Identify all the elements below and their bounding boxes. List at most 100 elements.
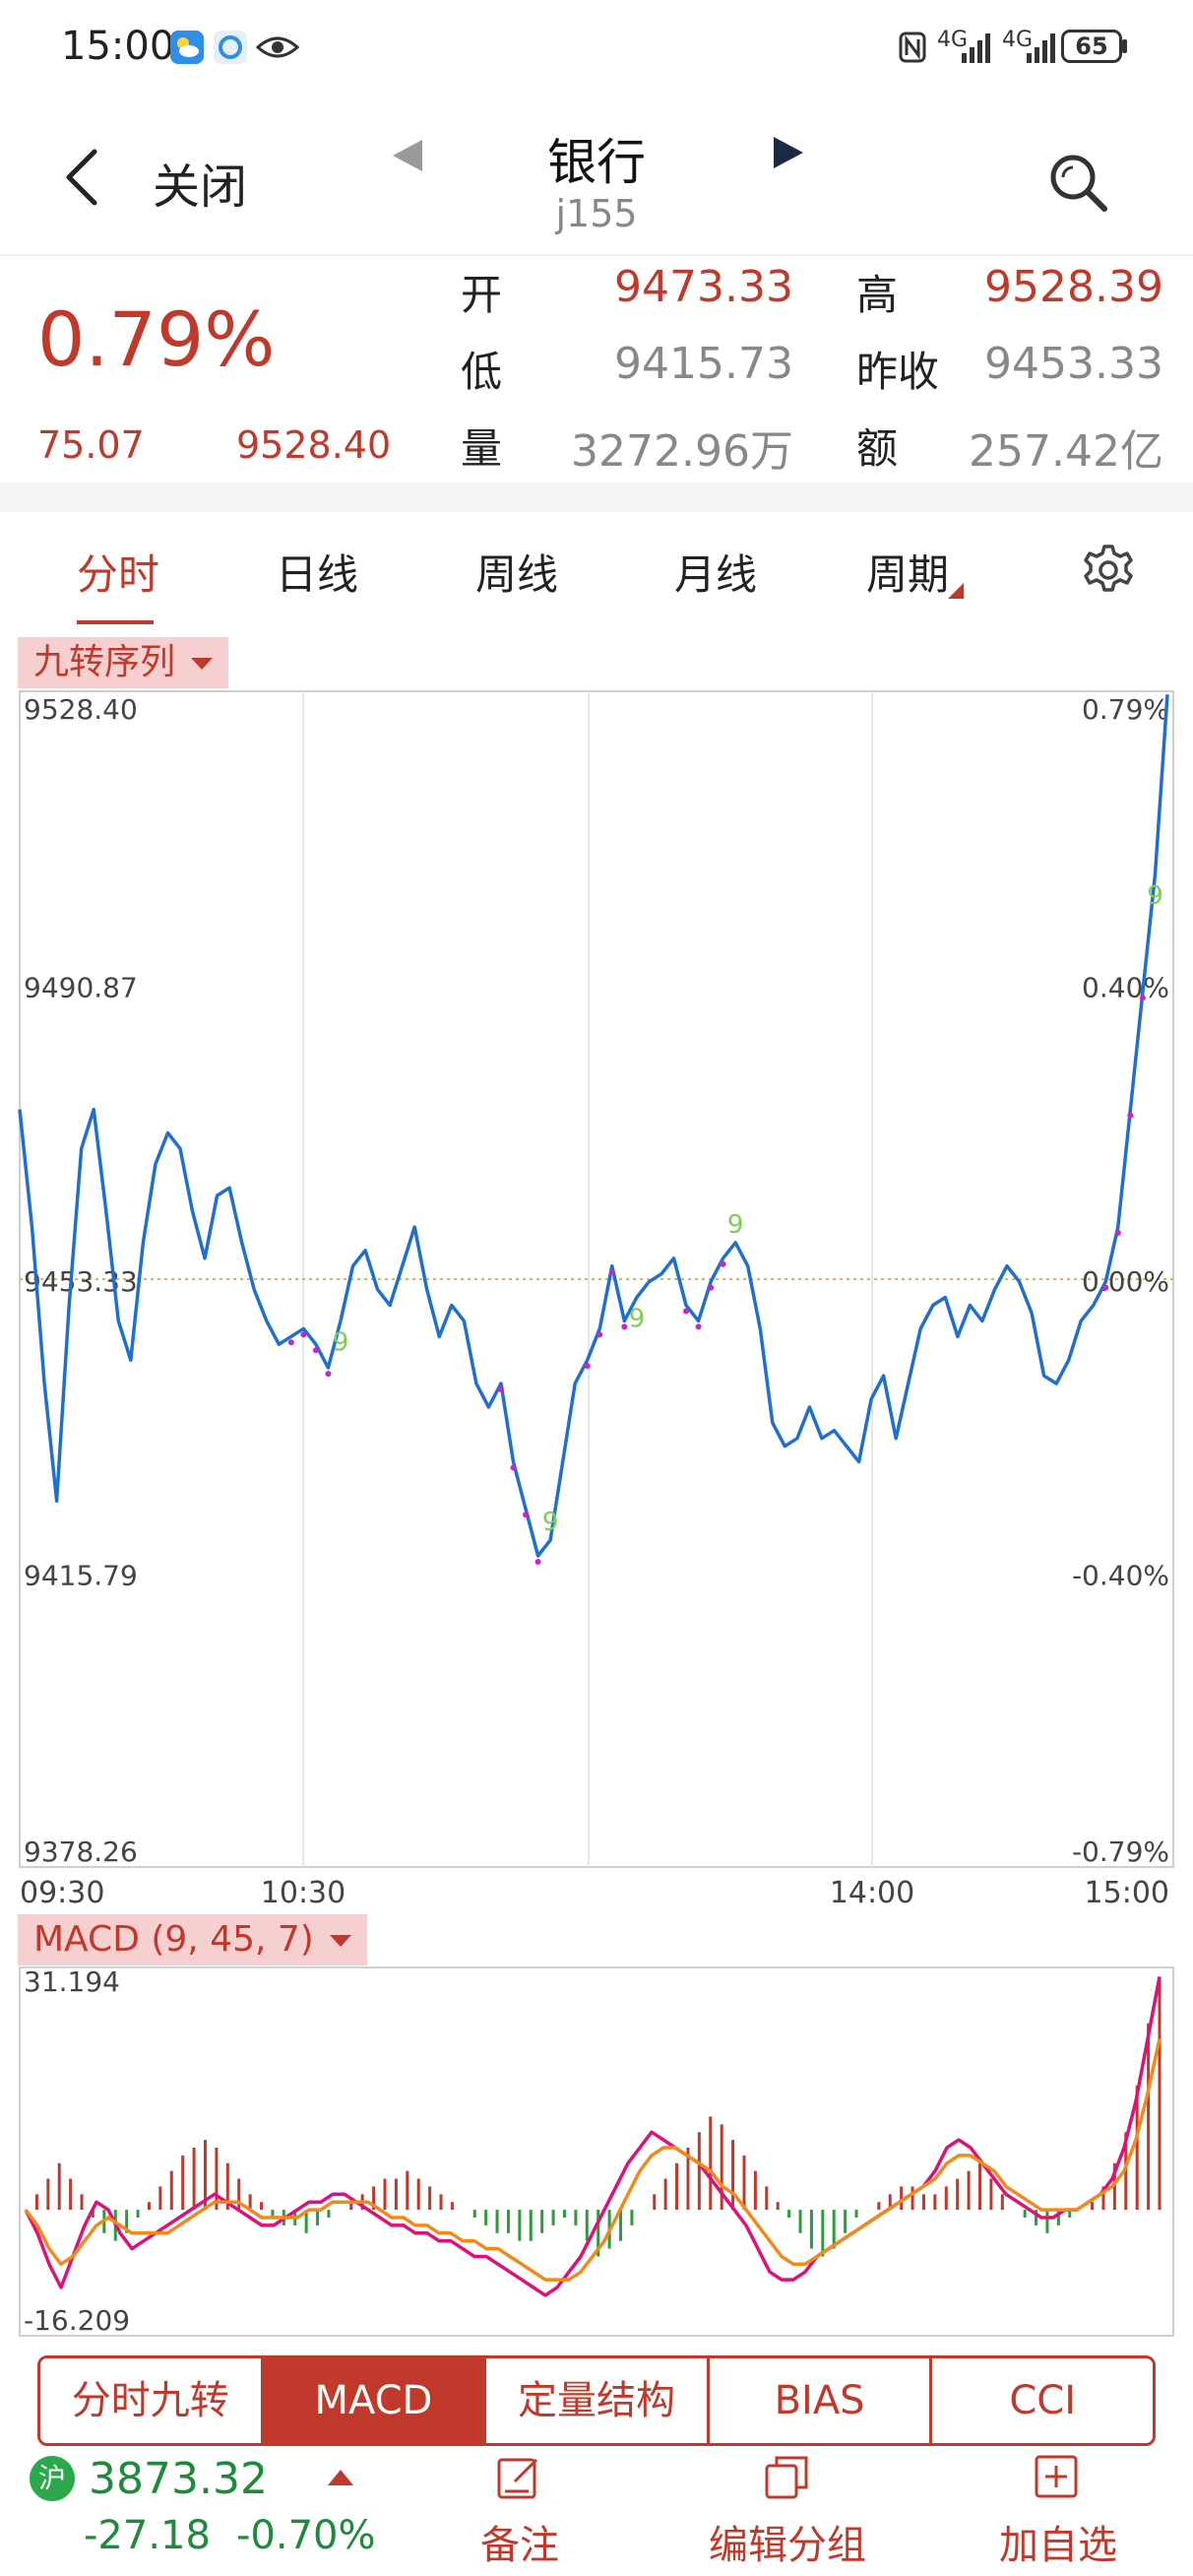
edit-group-button[interactable]: 编辑分组 <box>709 2523 866 2568</box>
last-price: 9528.40 <box>236 423 392 467</box>
stock-code: j155 <box>555 192 638 235</box>
battery-nub <box>1122 39 1127 53</box>
nine-turn-label-4: 9 <box>1147 881 1163 911</box>
period-dropdown-icon <box>948 583 964 599</box>
macd-y-max: 31.194 <box>24 1965 120 1998</box>
nine-turn-dot <box>325 1371 332 1378</box>
browser-app-icon <box>214 31 247 64</box>
status-bar: 15:00 4G 4G 65 <box>0 0 1193 98</box>
x-tick-1: 10:30 <box>261 1876 345 1910</box>
y-tick-right-3: -0.40% <box>1072 1560 1169 1592</box>
nine-turn-dot <box>708 1284 715 1291</box>
nine-turn-label-0: 9 <box>333 1327 349 1357</box>
nine-turn-dot <box>312 1347 319 1354</box>
header-divider <box>0 254 1193 256</box>
indicator-button-quant-structure[interactable]: 定量结构 <box>486 2358 710 2443</box>
macd-y-min: -16.209 <box>24 2304 130 2337</box>
y-tick-left-0: 9528.40 <box>24 693 138 726</box>
indicator-button-nine-turn[interactable]: 分时九转 <box>40 2358 264 2443</box>
x-tick-3: 15:00 <box>1085 1876 1169 1910</box>
indicator-button-bar: 分时九转 MACD 定量结构 BIAS CCI <box>37 2355 1156 2446</box>
dropdown-caret-icon <box>191 658 214 670</box>
amount-value: 257.42亿 <box>969 426 1163 477</box>
high-value: 9528.39 <box>984 262 1163 312</box>
nine-turn-dot <box>1114 1229 1121 1236</box>
nine-turn-dot <box>497 1386 504 1393</box>
nine-turn-dot <box>1127 1112 1134 1119</box>
price-line <box>18 694 1169 1558</box>
index-price[interactable]: 3873.32 <box>89 2454 268 2504</box>
nine-turn-indicator-selector[interactable]: 九转序列 <box>18 637 229 688</box>
y-tick-right-0: 0.79% <box>1082 693 1169 726</box>
nine-turn-dot <box>720 1260 726 1267</box>
volume-value: 3272.96万 <box>571 426 793 477</box>
macd-dea-line <box>24 2038 1162 2282</box>
note-edit-icon[interactable] <box>495 2454 544 2503</box>
indicator-button-cci[interactable]: CCI <box>932 2358 1153 2443</box>
low-label: 低 <box>461 348 503 396</box>
tab-monthly[interactable]: 月线 <box>674 550 758 599</box>
close-button[interactable]: 关闭 <box>153 160 248 215</box>
eye-icon <box>256 36 299 58</box>
note-button[interactable]: 备注 <box>480 2523 559 2568</box>
nine-turn-dot <box>1102 1284 1109 1291</box>
open-label: 开 <box>461 271 503 319</box>
x-tick-2: 14:00 <box>830 1876 914 1910</box>
macd-frame <box>19 1966 1174 2337</box>
indicator-button-macd[interactable]: MACD <box>263 2358 487 2443</box>
expand-up-arrow-icon[interactable] <box>328 2470 353 2485</box>
nine-turn-dot <box>621 1323 628 1330</box>
prev-close-value: 9453.33 <box>984 339 1163 389</box>
active-tab-underline <box>77 620 154 624</box>
dropdown-caret-icon <box>329 1935 351 1947</box>
next-stock-arrow-icon[interactable] <box>768 135 807 170</box>
y-tick-right-1: 0.40% <box>1082 971 1169 1003</box>
section-separator <box>0 483 1193 512</box>
y-tick-left-2: 9453.33 <box>24 1265 138 1298</box>
add-watchlist-button[interactable]: 加自选 <box>999 2523 1117 2568</box>
signal-icon <box>962 33 990 63</box>
nine-turn-dot <box>534 1558 541 1565</box>
tab-daily[interactable]: 日线 <box>276 550 359 599</box>
nine-turn-dot <box>287 1339 294 1346</box>
edit-group-icon[interactable] <box>763 2452 812 2501</box>
nine-turn-dot <box>596 1331 603 1338</box>
status-time: 15:00 <box>61 24 175 69</box>
change-amount: 75.07 <box>37 423 145 467</box>
add-watchlist-icon[interactable] <box>1032 2452 1081 2501</box>
search-icon[interactable] <box>1043 148 1112 217</box>
previous-stock-arrow-icon[interactable] <box>389 138 428 173</box>
nine-turn-dot <box>683 1308 690 1315</box>
network-type-a: 4G <box>937 28 969 52</box>
nine-turn-dot <box>300 1331 307 1338</box>
y-tick-right-4: -0.79% <box>1072 1835 1169 1868</box>
x-tick-0: 09:30 <box>20 1876 104 1910</box>
amount-label: 额 <box>856 424 899 473</box>
intraday-price-chart[interactable]: 9528.40 0.79% 9490.87 0.40% 9453.33 0.00% 9415… <box>0 679 1193 1910</box>
shanghai-market-badge: 沪 <box>30 2456 75 2501</box>
weather-app-icon <box>170 31 204 64</box>
nine-turn-dot <box>523 1512 530 1518</box>
nine-turn-label-3: 9 <box>727 1210 744 1240</box>
tab-intraday[interactable]: 分时 <box>77 550 160 599</box>
y-tick-left-1: 9490.87 <box>24 971 138 1003</box>
page-title: 银行 <box>547 134 646 191</box>
macd-chart[interactable]: 31.194 -16.209 <box>0 1960 1193 2344</box>
back-chevron-icon[interactable] <box>59 148 108 207</box>
battery-indicator: 65 <box>1061 30 1122 63</box>
macd-dif-line <box>24 1976 1162 2297</box>
tab-weekly[interactable]: 周线 <box>475 550 559 599</box>
macd-label: MACD (9, 45, 7) <box>33 1919 314 1960</box>
nine-turn-dot <box>608 1268 615 1275</box>
change-percent: 0.79% <box>37 295 276 383</box>
index-change: -27.18 <box>84 2513 211 2558</box>
macd-indicator-selector[interactable]: MACD (9, 45, 7) <box>18 1914 367 1965</box>
signal-icon-2 <box>1027 33 1055 63</box>
gear-icon[interactable] <box>1081 543 1136 598</box>
prev-close-label: 昨收 <box>856 348 940 396</box>
nine-turn-label-2: 9 <box>629 1305 646 1334</box>
indicator-button-bias[interactable]: BIAS <box>709 2358 933 2443</box>
nine-turn-label: 九转序列 <box>33 642 176 682</box>
tab-period[interactable]: 周期 <box>866 550 950 599</box>
y-tick-left-4: 9378.26 <box>24 1835 138 1868</box>
